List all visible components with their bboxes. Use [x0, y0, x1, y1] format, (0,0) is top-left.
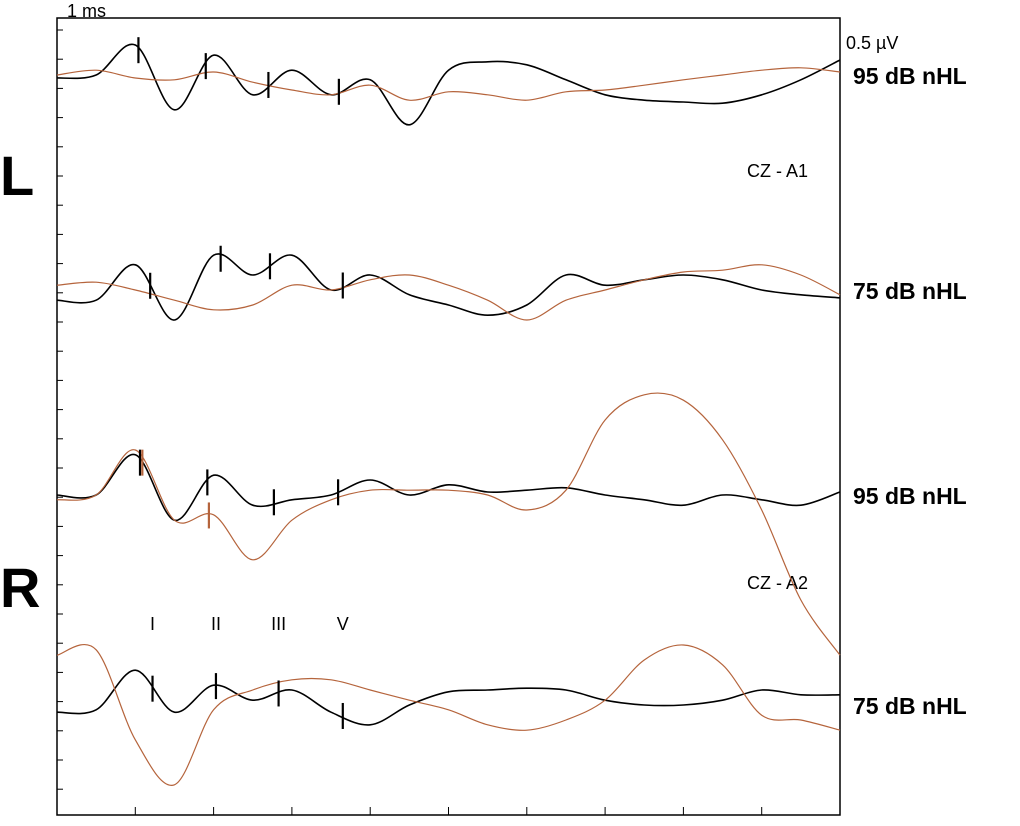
wave-label: III: [271, 614, 286, 634]
montage-label: CZ - A2: [747, 573, 808, 593]
level-label: 95 dB nHL: [853, 483, 967, 509]
level-label: 95 dB nHL: [853, 63, 967, 89]
level-label: 75 dB nHL: [853, 278, 967, 304]
side-label: R: [0, 556, 40, 619]
wave-label: II: [211, 614, 221, 634]
waveform: [56, 392, 841, 656]
montage-label: CZ - A1: [747, 161, 808, 181]
time-scale: 1 ms: [67, 1, 106, 21]
waveform: [56, 253, 841, 321]
waveform: [56, 43, 841, 126]
waveform: [56, 643, 841, 786]
waveform: [56, 669, 841, 726]
amp-scale: 0.5 µV: [846, 33, 898, 53]
wave-label: V: [337, 614, 349, 634]
level-label: 75 dB nHL: [853, 693, 967, 719]
waveform: [56, 453, 841, 522]
waveform: [56, 67, 841, 101]
frame: [56, 17, 841, 816]
wave-label: I: [150, 614, 155, 634]
side-label: L: [0, 144, 34, 207]
waveform: [56, 264, 841, 321]
